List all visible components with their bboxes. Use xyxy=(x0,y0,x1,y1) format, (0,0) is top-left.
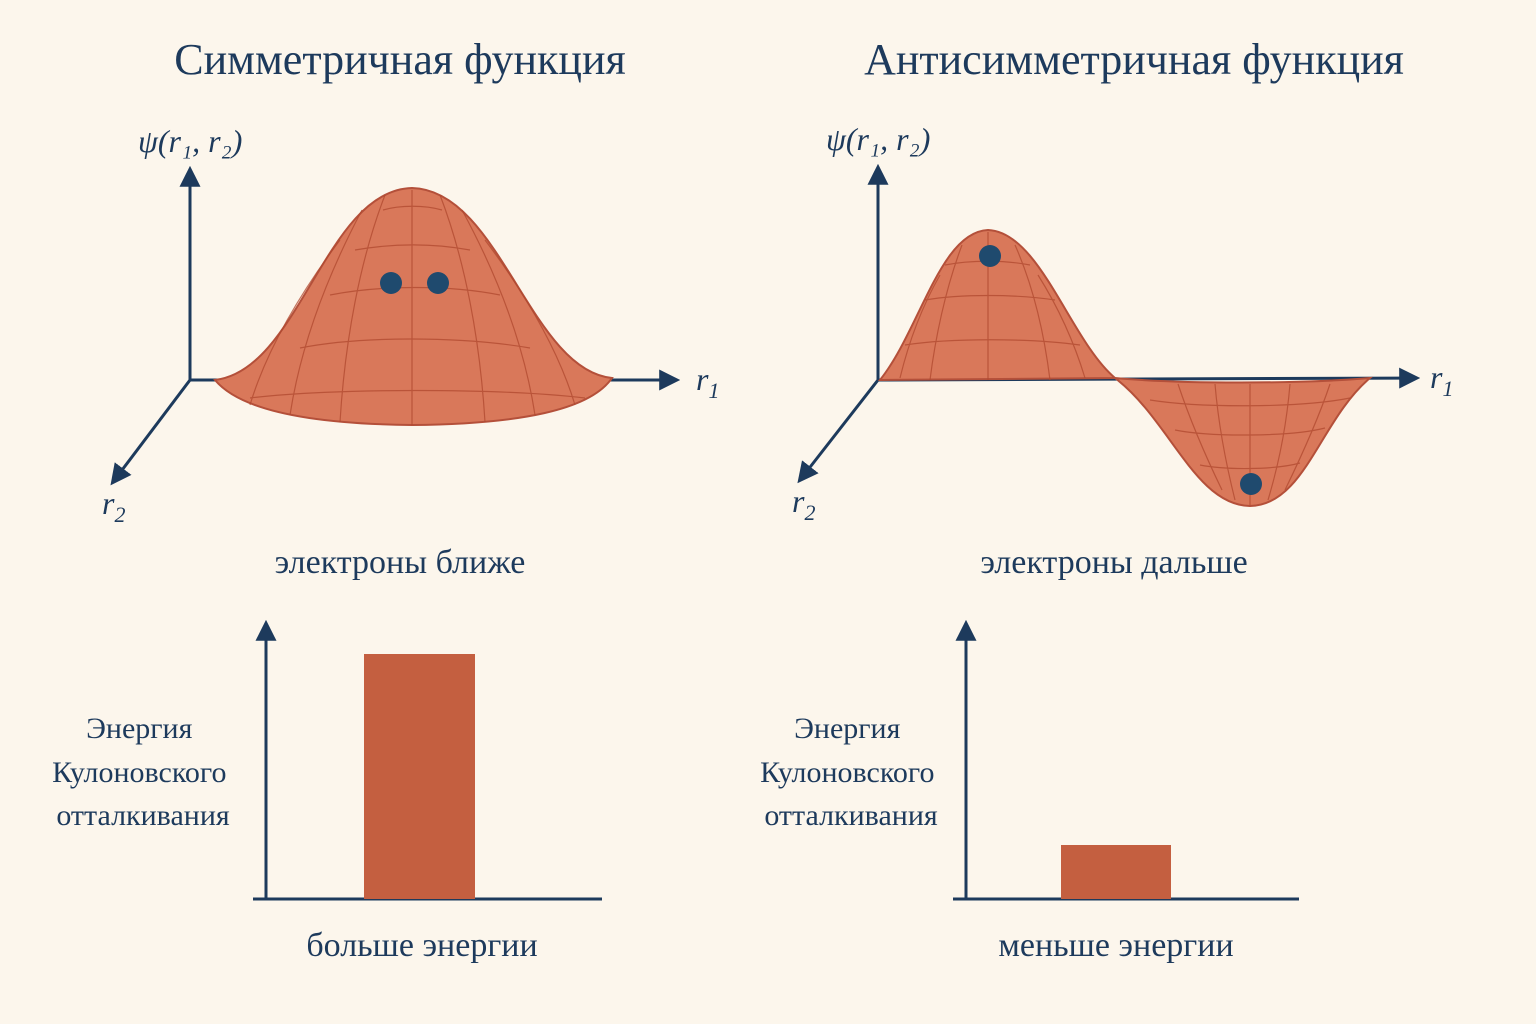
symmetric-r2-axis xyxy=(110,379,192,486)
antisymmetric-title: Антисимметричная функция xyxy=(864,35,1404,84)
antisymmetric-r1-label: r1 xyxy=(1430,359,1453,401)
symmetric-title: Симметричная функция xyxy=(174,35,626,84)
electron-2-dot xyxy=(1240,473,1262,495)
symmetric-energy-chart: Энергия Кулоновского отталкивания больше… xyxy=(52,619,602,964)
symmetric-energy-label: Энергия Кулоновского отталкивания xyxy=(52,712,234,832)
electron-2-dot xyxy=(427,272,449,294)
symmetric-caption: электроны ближе xyxy=(275,544,526,581)
symmetric-psi-label: ψ(r₁, r₂) xyxy=(138,123,242,159)
antisymmetric-r2-label: r2 xyxy=(792,483,815,525)
antisymmetric-r2-axis xyxy=(797,379,880,484)
electron-1-dot xyxy=(380,272,402,294)
electron-1-dot xyxy=(979,245,1001,267)
symmetric-r2-label: r2 xyxy=(102,485,125,527)
antisymmetric-energy-chart: Энергия Кулоновского отталкивания меньше… xyxy=(760,619,1299,964)
antisymmetric-caption: электроны дальше xyxy=(980,544,1247,581)
antisymmetric-energy-caption: меньше энергии xyxy=(998,927,1233,964)
antisymmetric-energy-label: Энергия Кулоновского отталкивания xyxy=(760,712,942,832)
antisymmetric-panel: Антисимметричная функция ψ(r₁, r₂) r1 r2 xyxy=(760,35,1453,964)
antisymmetric-psi-label: ψ(r₁, r₂) xyxy=(826,121,930,157)
symmetric-energy-caption: больше энергии xyxy=(306,927,537,964)
antisymmetric-energy-bar xyxy=(1061,845,1171,899)
symmetric-energy-bar xyxy=(364,654,475,899)
symmetric-panel: Симметричная функция ψ(r₁, r₂) r1 r2 xyxy=(52,35,719,964)
symmetric-wavefunction-surface xyxy=(213,186,614,427)
symmetric-r1-label: r1 xyxy=(696,361,719,403)
